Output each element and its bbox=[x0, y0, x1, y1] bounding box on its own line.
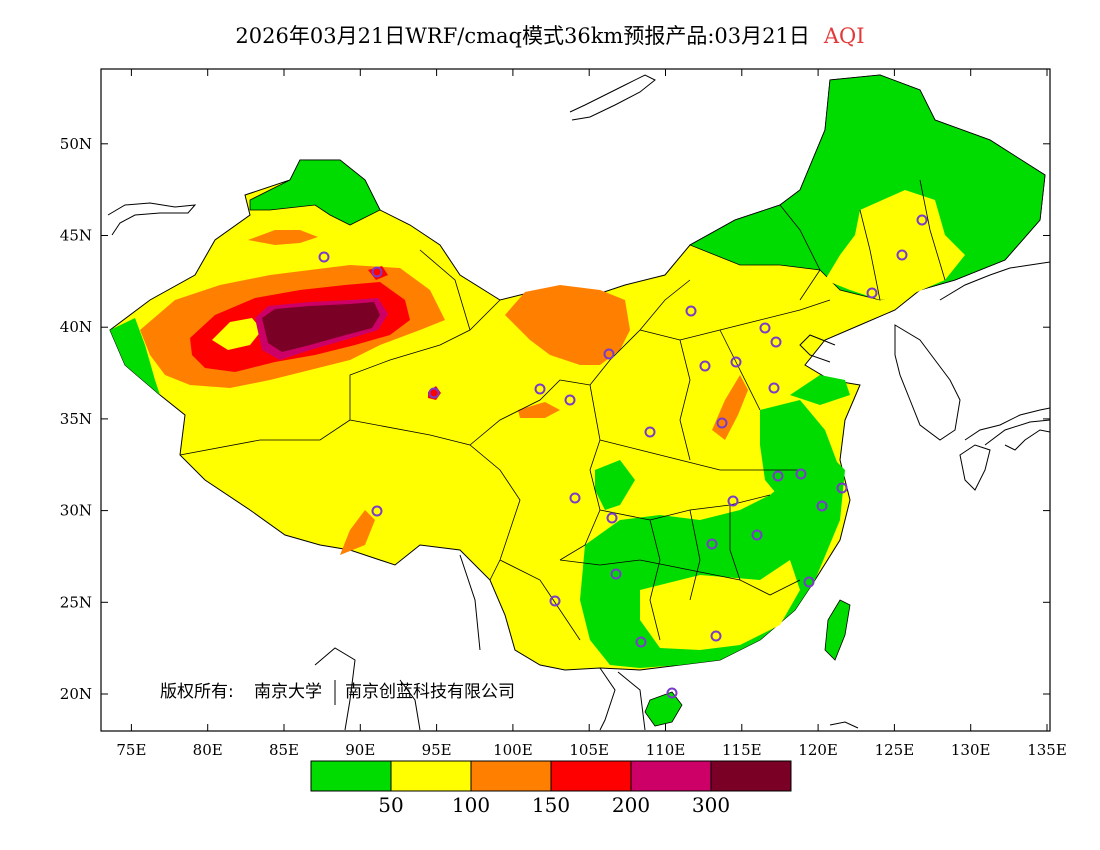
lon-tick-label: 120E bbox=[798, 741, 838, 759]
legend-label: 50 bbox=[378, 793, 403, 817]
legend-swatch bbox=[470, 760, 552, 792]
station-marker bbox=[772, 470, 784, 482]
station-marker bbox=[371, 505, 383, 517]
region-xinjiang-west-good bbox=[110, 318, 160, 395]
station-marker bbox=[371, 266, 383, 278]
region-innermongolia-usg bbox=[505, 285, 630, 365]
station-marker bbox=[710, 630, 722, 642]
station-marker bbox=[564, 394, 576, 406]
station-marker bbox=[896, 249, 908, 261]
station-marker bbox=[803, 576, 815, 588]
lat-tick-label: 20N bbox=[60, 685, 92, 703]
copyright-org1: 南京大学 bbox=[254, 682, 322, 702]
city-stations bbox=[318, 214, 928, 699]
region-gansu-usg bbox=[518, 402, 560, 418]
region-xinjiang-hazardous bbox=[262, 302, 380, 352]
legend-label: 100 bbox=[452, 793, 490, 817]
legend-label: 200 bbox=[612, 793, 650, 817]
aqi-legend: 50 100 150 200 300 bbox=[310, 760, 792, 817]
station-marker bbox=[751, 529, 763, 541]
region-taiwan-good bbox=[824, 599, 851, 661]
region-xinjiang-yellow-hole bbox=[212, 318, 262, 350]
plot-frame bbox=[100, 68, 1051, 732]
lon-tick-label: 95E bbox=[422, 741, 452, 759]
region-northeast-moderate bbox=[825, 190, 965, 300]
lon-tick-label: 85E bbox=[269, 741, 299, 759]
station-marker bbox=[836, 482, 848, 494]
station-marker bbox=[549, 595, 561, 607]
region-southcentral-moderate bbox=[640, 560, 800, 650]
lat-tick-label: 25N bbox=[60, 593, 92, 611]
lon-tick-label: 115E bbox=[722, 741, 762, 759]
longitude-axis: 75E 80E 85E 90E 95E 100E 105E 110E 115E 120E 125E 1… bbox=[116, 69, 1067, 759]
station-marker bbox=[606, 512, 618, 524]
lon-tick-label: 130E bbox=[951, 741, 991, 759]
station-marker bbox=[706, 538, 718, 550]
lon-tick-label: 110E bbox=[646, 741, 686, 759]
station-marker bbox=[795, 468, 807, 480]
lat-tick-label: 35N bbox=[60, 410, 92, 428]
station-marker bbox=[635, 636, 647, 648]
region-sichuan-good bbox=[595, 460, 635, 510]
legend-swatch bbox=[710, 760, 792, 792]
region-east-good bbox=[760, 400, 840, 510]
title-variable: AQI bbox=[823, 24, 865, 48]
legend-swatch bbox=[550, 760, 632, 792]
region-tibet-usg bbox=[340, 510, 375, 555]
title-main: 2026年03月21日WRF/cmaq模式36km预报产品:03月21日 bbox=[235, 24, 810, 48]
region-shandong-good bbox=[790, 375, 850, 405]
station-marker bbox=[916, 214, 928, 226]
station-marker bbox=[727, 495, 739, 507]
lon-tick-label: 125E bbox=[875, 741, 915, 759]
station-marker bbox=[685, 305, 697, 317]
lon-tick-label: 135E bbox=[1027, 741, 1067, 759]
station-marker bbox=[603, 348, 615, 360]
station-marker bbox=[569, 492, 581, 504]
lat-tick-label: 40N bbox=[60, 318, 92, 336]
legend-label: 300 bbox=[692, 793, 730, 817]
map-plot-area bbox=[107, 74, 1050, 731]
latitude-axis: 20N 25N 30N 35N 40N 45N 50N bbox=[60, 135, 1050, 703]
legend-label: 150 bbox=[532, 793, 570, 817]
legend-swatch bbox=[310, 760, 392, 792]
station-marker bbox=[534, 383, 546, 395]
province-borders bbox=[179, 179, 946, 641]
lat-tick-label: 45N bbox=[60, 227, 92, 245]
station-marker bbox=[428, 387, 440, 399]
region-xinjiang-north-good bbox=[249, 159, 381, 226]
lat-tick-label: 30N bbox=[60, 502, 92, 520]
station-marker bbox=[644, 426, 656, 438]
station-marker bbox=[699, 360, 711, 372]
copyright-label: 版权所有: bbox=[160, 682, 234, 702]
region-hainan-good bbox=[644, 691, 683, 727]
station-marker bbox=[610, 568, 622, 580]
copyright-org2: 南京创蓝科技有限公司 bbox=[345, 682, 515, 702]
station-marker bbox=[318, 251, 330, 263]
lon-tick-label: 100E bbox=[493, 741, 533, 759]
lon-tick-label: 75E bbox=[116, 741, 146, 759]
station-marker bbox=[730, 356, 742, 368]
station-marker bbox=[770, 336, 782, 348]
lon-tick-label: 90E bbox=[345, 741, 375, 759]
legend-swatch bbox=[630, 760, 712, 792]
region-henan-usg bbox=[712, 375, 748, 440]
map-title: 2026年03月21日WRF/cmaq模式36km预报产品:03月21日 AQI bbox=[0, 20, 1100, 50]
station-marker bbox=[666, 687, 678, 699]
station-marker bbox=[816, 500, 828, 512]
station-marker bbox=[759, 322, 771, 334]
station-marker bbox=[716, 417, 728, 429]
station-marker bbox=[866, 287, 878, 299]
lat-tick-label: 50N bbox=[60, 135, 92, 153]
region-xinjiang-north-usg bbox=[248, 230, 318, 245]
station-marker bbox=[768, 382, 780, 394]
legend-swatch bbox=[390, 760, 472, 792]
lon-tick-label: 80E bbox=[193, 741, 223, 759]
lon-tick-label: 105E bbox=[569, 741, 609, 759]
neighbor-coastlines bbox=[107, 74, 1050, 731]
